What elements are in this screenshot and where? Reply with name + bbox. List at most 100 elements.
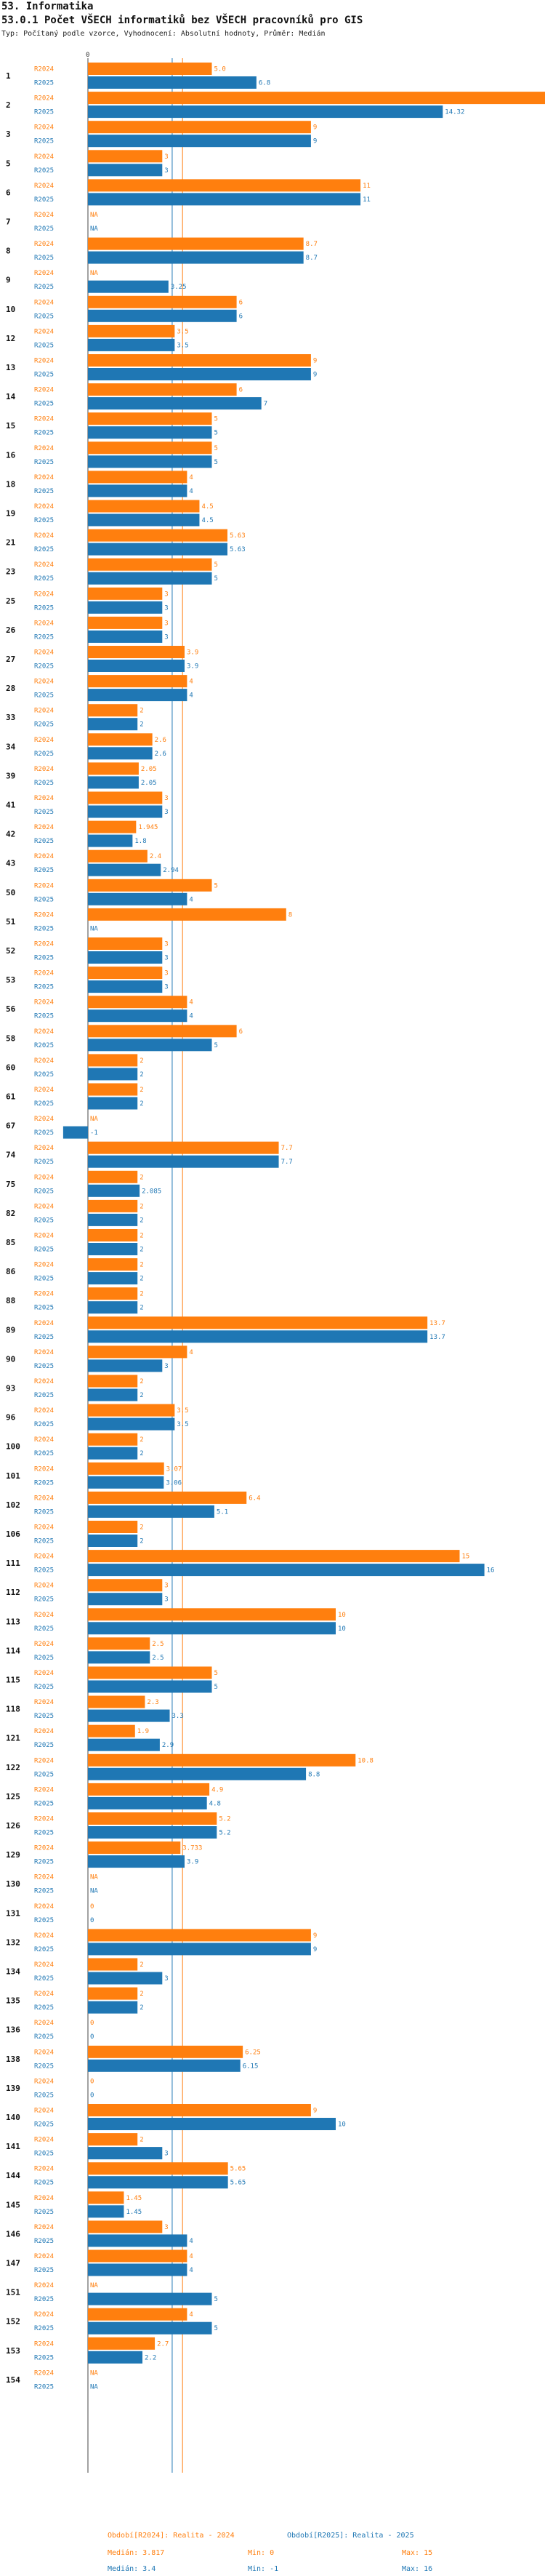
data-label-r2024: 4	[189, 999, 193, 1007]
data-label-r2024: 15	[462, 1553, 470, 1561]
bar-r2024	[88, 1608, 336, 1621]
series-label-r2025: R2025	[34, 1975, 54, 1983]
legend-r2024-max: Max: 15	[402, 2549, 433, 2557]
category-label: 154	[6, 2375, 20, 2385]
series-label-r2025: R2025	[34, 109, 54, 116]
data-label-r2024: 6.4	[249, 1495, 260, 1502]
data-label-r2024: 9	[313, 124, 317, 132]
series-label-r2025: R2025	[34, 2267, 54, 2274]
category-label: 115	[6, 1676, 20, 1685]
bar-r2024	[88, 1170, 138, 1183]
data-label-r2024: 4	[189, 474, 193, 481]
series-label-r2024: R2024	[34, 503, 54, 511]
series-label-r2024: R2024	[34, 1874, 54, 1881]
bar-r2024	[88, 1316, 428, 1329]
category-label: 13	[6, 363, 15, 372]
series-label-r2025: R2025	[34, 546, 54, 553]
series-label-r2024: R2024	[34, 737, 54, 744]
data-label-r2025: 2.9	[162, 1742, 174, 1749]
series-label-r2025: R2025	[34, 196, 54, 204]
data-label-r2024: 4	[189, 2253, 193, 2260]
data-label-r2025: 3	[164, 984, 168, 991]
data-label-r2024: 3	[164, 591, 168, 598]
bar-r2025	[88, 2176, 228, 2189]
bar-r2025	[88, 1680, 212, 1693]
data-label-r2025: 6	[239, 313, 243, 320]
bar-r2025	[88, 1039, 212, 1052]
bar-r2024	[88, 967, 163, 980]
series-label-r2024: R2024	[34, 1262, 54, 1269]
bar-r2025	[88, 1272, 138, 1285]
series-label-r2025: R2025	[34, 1421, 54, 1428]
bar-r2025	[88, 980, 163, 993]
data-label-r2025: 14.32	[445, 109, 464, 116]
series-label-r2024: R2024	[34, 2340, 54, 2348]
data-label-r2025: 1.8	[134, 838, 146, 845]
bar-r2024	[88, 558, 212, 571]
data-label-r2024: NA	[90, 1116, 98, 1123]
data-label-r2024: 2.6	[155, 737, 166, 744]
category-label: 136	[6, 2025, 20, 2035]
series-label-r2024: R2024	[34, 2195, 54, 2202]
bar-r2025	[88, 2234, 187, 2247]
category-label: 53	[6, 975, 15, 985]
series-label-r2024: R2024	[34, 1087, 54, 1094]
bar-r2025	[88, 863, 161, 876]
category-label: 100	[6, 1442, 20, 1452]
data-label-r2024: NA	[90, 270, 98, 277]
data-label-r2025: 5	[214, 1042, 218, 1049]
series-label-r2025: R2025	[34, 372, 54, 379]
bar-r2024	[88, 996, 187, 1009]
data-label-r2025: 0	[90, 2092, 94, 2099]
data-label-r2025: 3.9	[187, 1859, 198, 1866]
series-label-r2024: R2024	[34, 2369, 54, 2377]
series-label-r2025: R2025	[34, 2325, 54, 2332]
data-label-r2025: 2	[140, 1450, 143, 1457]
data-label-r2025: 6.15	[243, 2063, 259, 2070]
series-label-r2024: R2024	[34, 474, 54, 481]
category-label: 146	[6, 2229, 20, 2239]
bar-r2025	[88, 2147, 163, 2160]
series-label-r2024: R2024	[34, 941, 54, 948]
bar-r2024	[88, 704, 138, 717]
bar-r2025	[88, 951, 163, 964]
category-label: 132	[6, 1937, 20, 1947]
bar-r2024	[88, 121, 311, 134]
data-label-r2024: 2	[140, 1991, 143, 1998]
data-label-r2024: 2	[140, 1291, 143, 1298]
category-label: 96	[6, 1413, 16, 1423]
category-label: 33	[6, 713, 15, 722]
data-label-r2024: 2.3	[147, 1699, 158, 1706]
series-label-r2025: R2025	[34, 1247, 54, 1254]
bar-r2025	[88, 1505, 214, 1518]
data-label-r2024: 6	[239, 387, 243, 394]
bar-r2025	[88, 426, 212, 439]
bar-r2025	[88, 1564, 485, 1577]
data-label-r2025: 3	[164, 167, 168, 175]
series-label-r2025: R2025	[34, 2092, 54, 2099]
series-label-r2024: R2024	[34, 1028, 54, 1036]
data-label-r2025: NA	[90, 2383, 98, 2391]
bar-r2024	[88, 441, 212, 455]
data-label-r2025: 2	[140, 721, 143, 729]
data-label-r2025: 2	[140, 1276, 143, 1283]
series-label-r2025: R2025	[34, 1100, 54, 1108]
data-label-r2024: 2	[140, 1961, 143, 1969]
series-label-r2024: R2024	[34, 2282, 54, 2289]
series-label-r2024: R2024	[34, 2311, 54, 2319]
bar-r2025	[88, 776, 139, 789]
bar-r2025	[88, 1476, 164, 1489]
bar-r2024	[88, 733, 153, 746]
data-label-r2024: 2	[140, 1524, 143, 1532]
series-label-r2024: R2024	[34, 708, 54, 715]
series-label-r2024: R2024	[34, 1728, 54, 1735]
series-label-r2024: R2024	[34, 999, 54, 1007]
series-label-r2025: R2025	[34, 1334, 54, 1341]
category-label: 1	[6, 71, 11, 81]
legend-r2024-min: Min: 0	[248, 2549, 275, 2557]
category-label: 14	[6, 392, 16, 401]
bar-r2025	[88, 718, 138, 731]
data-label-r2025: 7	[264, 401, 267, 408]
series-label-r2025: R2025	[34, 1013, 54, 1020]
data-label-r2024: 13.7	[429, 1320, 445, 1327]
